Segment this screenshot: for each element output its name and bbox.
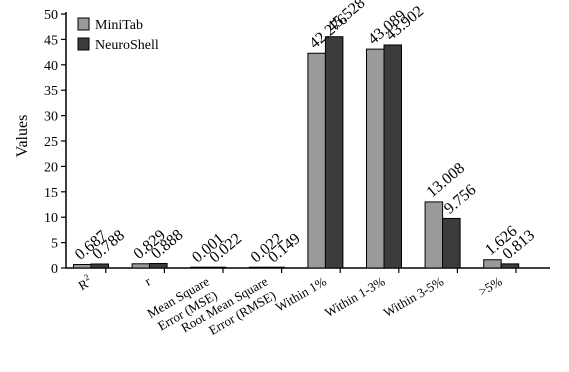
legend-label-neuroshell: NeuroShell xyxy=(95,38,159,53)
bar-neuroshell-5 xyxy=(324,36,344,269)
x-tick-label: >5% xyxy=(476,274,505,299)
x-tick-label: r xyxy=(142,273,154,288)
y-tick-label: 40 xyxy=(44,59,58,74)
bar-neuroshell-2 xyxy=(149,262,168,269)
bar-neuroshell-3 xyxy=(207,266,227,269)
bar-neuroshell-6 xyxy=(383,44,402,269)
y-axis-title: Values xyxy=(14,115,31,158)
x-tick-label: Within 3-5% xyxy=(381,274,447,321)
y-tick-label: 5 xyxy=(51,237,58,252)
y-tick-label: 0 xyxy=(51,262,58,277)
legend: MiniTab NeuroShell xyxy=(77,17,159,53)
y-tick-label: 25 xyxy=(44,135,58,150)
x-tick-label-line: Within 1-3% xyxy=(322,274,388,321)
x-tick-label-line: R2 xyxy=(75,272,95,293)
bar-minitab-2 xyxy=(131,263,151,269)
legend-label-minitab: MiniTab xyxy=(95,18,143,33)
y-tick-label: 35 xyxy=(44,84,58,99)
bar-neuroshell-1 xyxy=(90,263,109,269)
y-tick-label: 20 xyxy=(44,160,58,175)
bar-neuroshell-8 xyxy=(500,263,520,269)
y-tick-label: 15 xyxy=(44,186,58,201)
bar-neuroshell-7 xyxy=(442,217,461,269)
y-tick-label: 50 xyxy=(44,8,58,23)
bar-minitab-6 xyxy=(366,48,385,269)
x-tick-label: Within 1% xyxy=(273,274,329,315)
x-tick-label-line: Within 3-5% xyxy=(381,274,447,321)
bar-minitab-1 xyxy=(73,264,92,269)
x-tick-label-line: >5% xyxy=(476,274,505,299)
bar-minitab-8 xyxy=(483,259,502,269)
x-tick-label-line: Within 1% xyxy=(273,274,329,315)
x-tick-label: Within 1-3% xyxy=(322,274,388,321)
legend-swatch-minitab xyxy=(77,17,90,31)
x-tick-label-line: r xyxy=(142,273,154,288)
y-tick-label: 45 xyxy=(44,33,58,48)
legend-swatch-neuroshell xyxy=(77,37,90,51)
bar-neuroshell-4 xyxy=(266,266,285,269)
data-label: 45.528 xyxy=(324,0,369,36)
x-tick-label: R2 xyxy=(75,272,95,293)
bar-minitab-5 xyxy=(307,52,326,269)
bar-minitab-3 xyxy=(190,266,209,269)
y-tick-label: 30 xyxy=(44,110,58,125)
bar-minitab-4 xyxy=(248,266,268,269)
bars xyxy=(73,36,520,269)
y-tick-label: 10 xyxy=(44,211,58,226)
bar-minitab-7 xyxy=(424,201,444,269)
